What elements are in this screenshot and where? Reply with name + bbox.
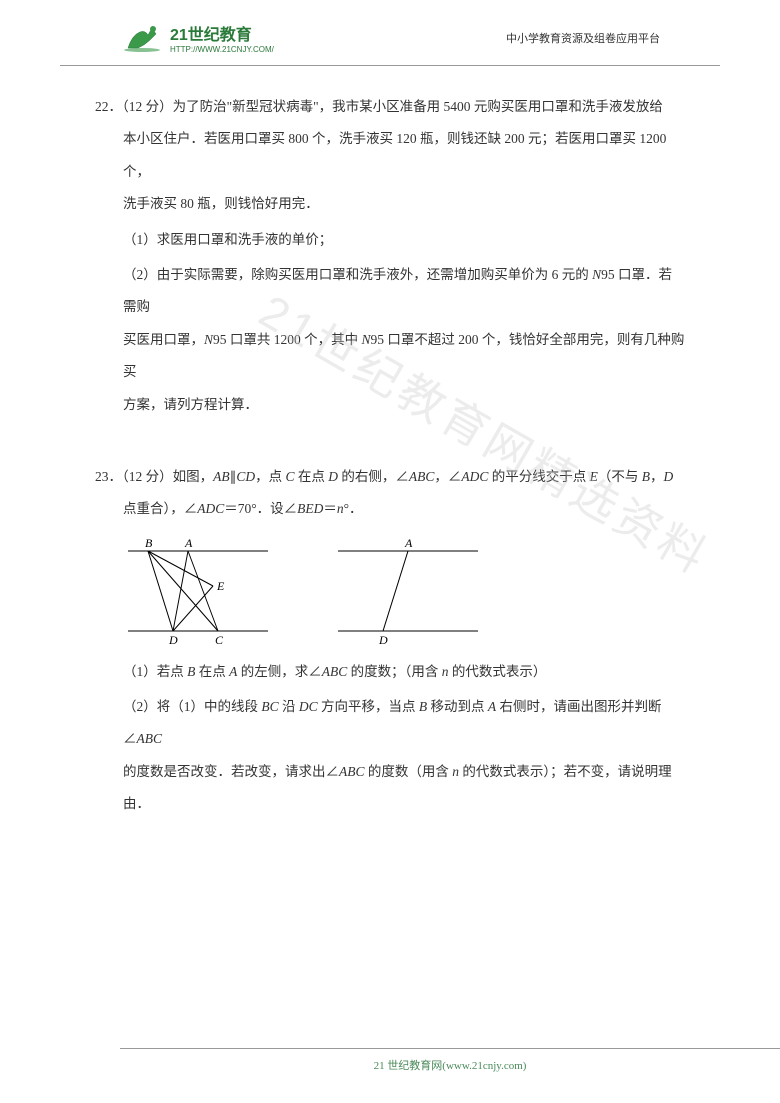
p23-points: （12 分）	[122, 469, 173, 484]
p22-line2: 本小区住户．若医用口罩买 800 个，洗手液买 120 瓶，则钱还缺 200 元…	[95, 123, 685, 188]
p22-sub1: （1）求医用口罩和洗手液的单价；	[95, 224, 685, 256]
svg-text:A: A	[404, 536, 413, 550]
problem-22-text: 22．（12 分）为了防治"新型冠状病毒"，我市某小区准备用 5400 元购买医…	[95, 91, 685, 123]
problem-23-text: 23．（12 分）如图，AB∥CD，点 C 在点 D 的右侧，∠ABC，∠ADC…	[95, 461, 685, 493]
p23-number: 23．	[95, 469, 122, 484]
p22-points: （12 分）	[122, 99, 173, 114]
svg-text:D: D	[378, 633, 388, 646]
page-header: 21世纪教育 HTTP://WWW.21CNJY.COM/ 中小学教育资源及组卷…	[60, 0, 720, 66]
figure-2: A D	[333, 536, 483, 646]
svg-text:E: E	[216, 579, 225, 593]
logo-icon	[120, 20, 165, 55]
logo-main-text: 21世纪教育	[170, 21, 274, 45]
p22-sub2-line2: 买医用口罩，N95 口罩共 1200 个，其中 N95 口罩不超过 200 个，…	[95, 324, 685, 389]
logo-sub-text: HTTP://WWW.21CNJY.COM/	[170, 45, 274, 54]
header-right-text: 中小学教育资源及组卷应用平台	[506, 30, 660, 46]
p23-sub2-line1: （2）将（1）中的线段 BC 沿 DC 方向平移，当点 B 移动到点 A 右侧时…	[95, 691, 685, 756]
page-content: 22．（12 分）为了防治"新型冠状病毒"，我市某小区准备用 5400 元购买医…	[0, 66, 780, 821]
figures-container: B A E D C A D	[95, 536, 685, 646]
p23-line2: 点重合），∠ADC＝70°．设∠BED＝n°．	[95, 493, 685, 525]
problem-23: 23．（12 分）如图，AB∥CD，点 C 在点 D 的右侧，∠ABC，∠ADC…	[95, 461, 685, 821]
svg-text:B: B	[145, 536, 153, 550]
p22-sub2-line1: （2）由于实际需要，除购买医用口罩和洗手液外，还需增加购买单价为 6 元的 N9…	[95, 259, 685, 324]
p23-sub1: （1）若点 B 在点 A 的左侧，求∠ABC 的度数；（用含 n 的代数式表示）	[95, 656, 685, 688]
p23-sub2-line2: 的度数是否改变．若改变，请求出∠ABC 的度数（用含 n 的代数式表示）；若不变…	[95, 756, 685, 821]
problem-22: 22．（12 分）为了防治"新型冠状病毒"，我市某小区准备用 5400 元购买医…	[95, 91, 685, 421]
svg-text:C: C	[215, 633, 224, 646]
p22-number: 22．	[95, 99, 122, 114]
logo-area: 21世纪教育 HTTP://WWW.21CNJY.COM/	[120, 20, 274, 55]
svg-text:D: D	[168, 633, 178, 646]
logo-text: 21世纪教育 HTTP://WWW.21CNJY.COM/	[170, 21, 274, 54]
p22-line3: 洗手液买 80 瓶，则钱恰好用完．	[95, 188, 685, 220]
footer-text: 21 世纪教育网(www.21cnjy.com)	[374, 1060, 527, 1072]
figure-1: B A E D C	[123, 536, 273, 646]
p22-line1: 为了防治"新型冠状病毒"，我市某小区准备用 5400 元购买医用口罩和洗手液发放…	[173, 99, 663, 114]
page-footer: 21 世纪教育网(www.21cnjy.com)	[120, 1048, 780, 1073]
p22-sub2-line3: 方案，请列方程计算．	[95, 389, 685, 421]
svg-text:A: A	[184, 536, 193, 550]
